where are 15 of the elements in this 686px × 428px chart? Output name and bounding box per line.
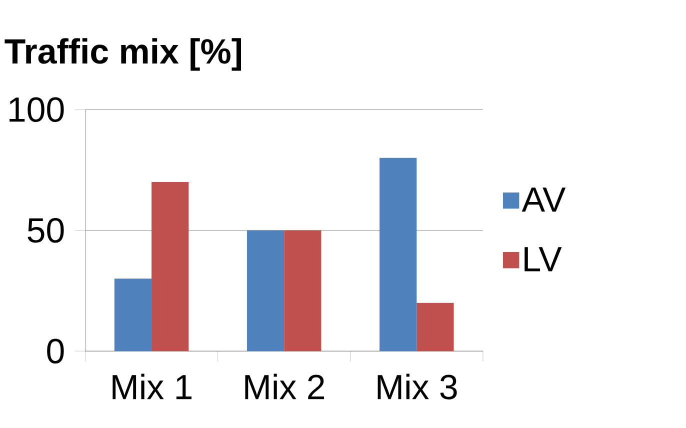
bar [380, 158, 417, 352]
y-tick-label: 100 [10, 97, 64, 122]
y-tick-label: 0 [47, 338, 64, 364]
chart-title: Traffic mix [%] [4, 38, 242, 71]
bar [416, 302, 454, 352]
legend-label: AV [522, 188, 566, 212]
bar [114, 278, 152, 352]
x-tick-label: Mix 1 [112, 374, 192, 400]
bar [246, 230, 284, 352]
y-tick-label: 50 [28, 218, 64, 243]
bar [152, 182, 189, 352]
x-tick-label: Mix 2 [245, 374, 324, 400]
bar [284, 230, 322, 352]
legend-label: LV [524, 247, 562, 272]
x-tick-label: Mix 3 [378, 374, 457, 400]
